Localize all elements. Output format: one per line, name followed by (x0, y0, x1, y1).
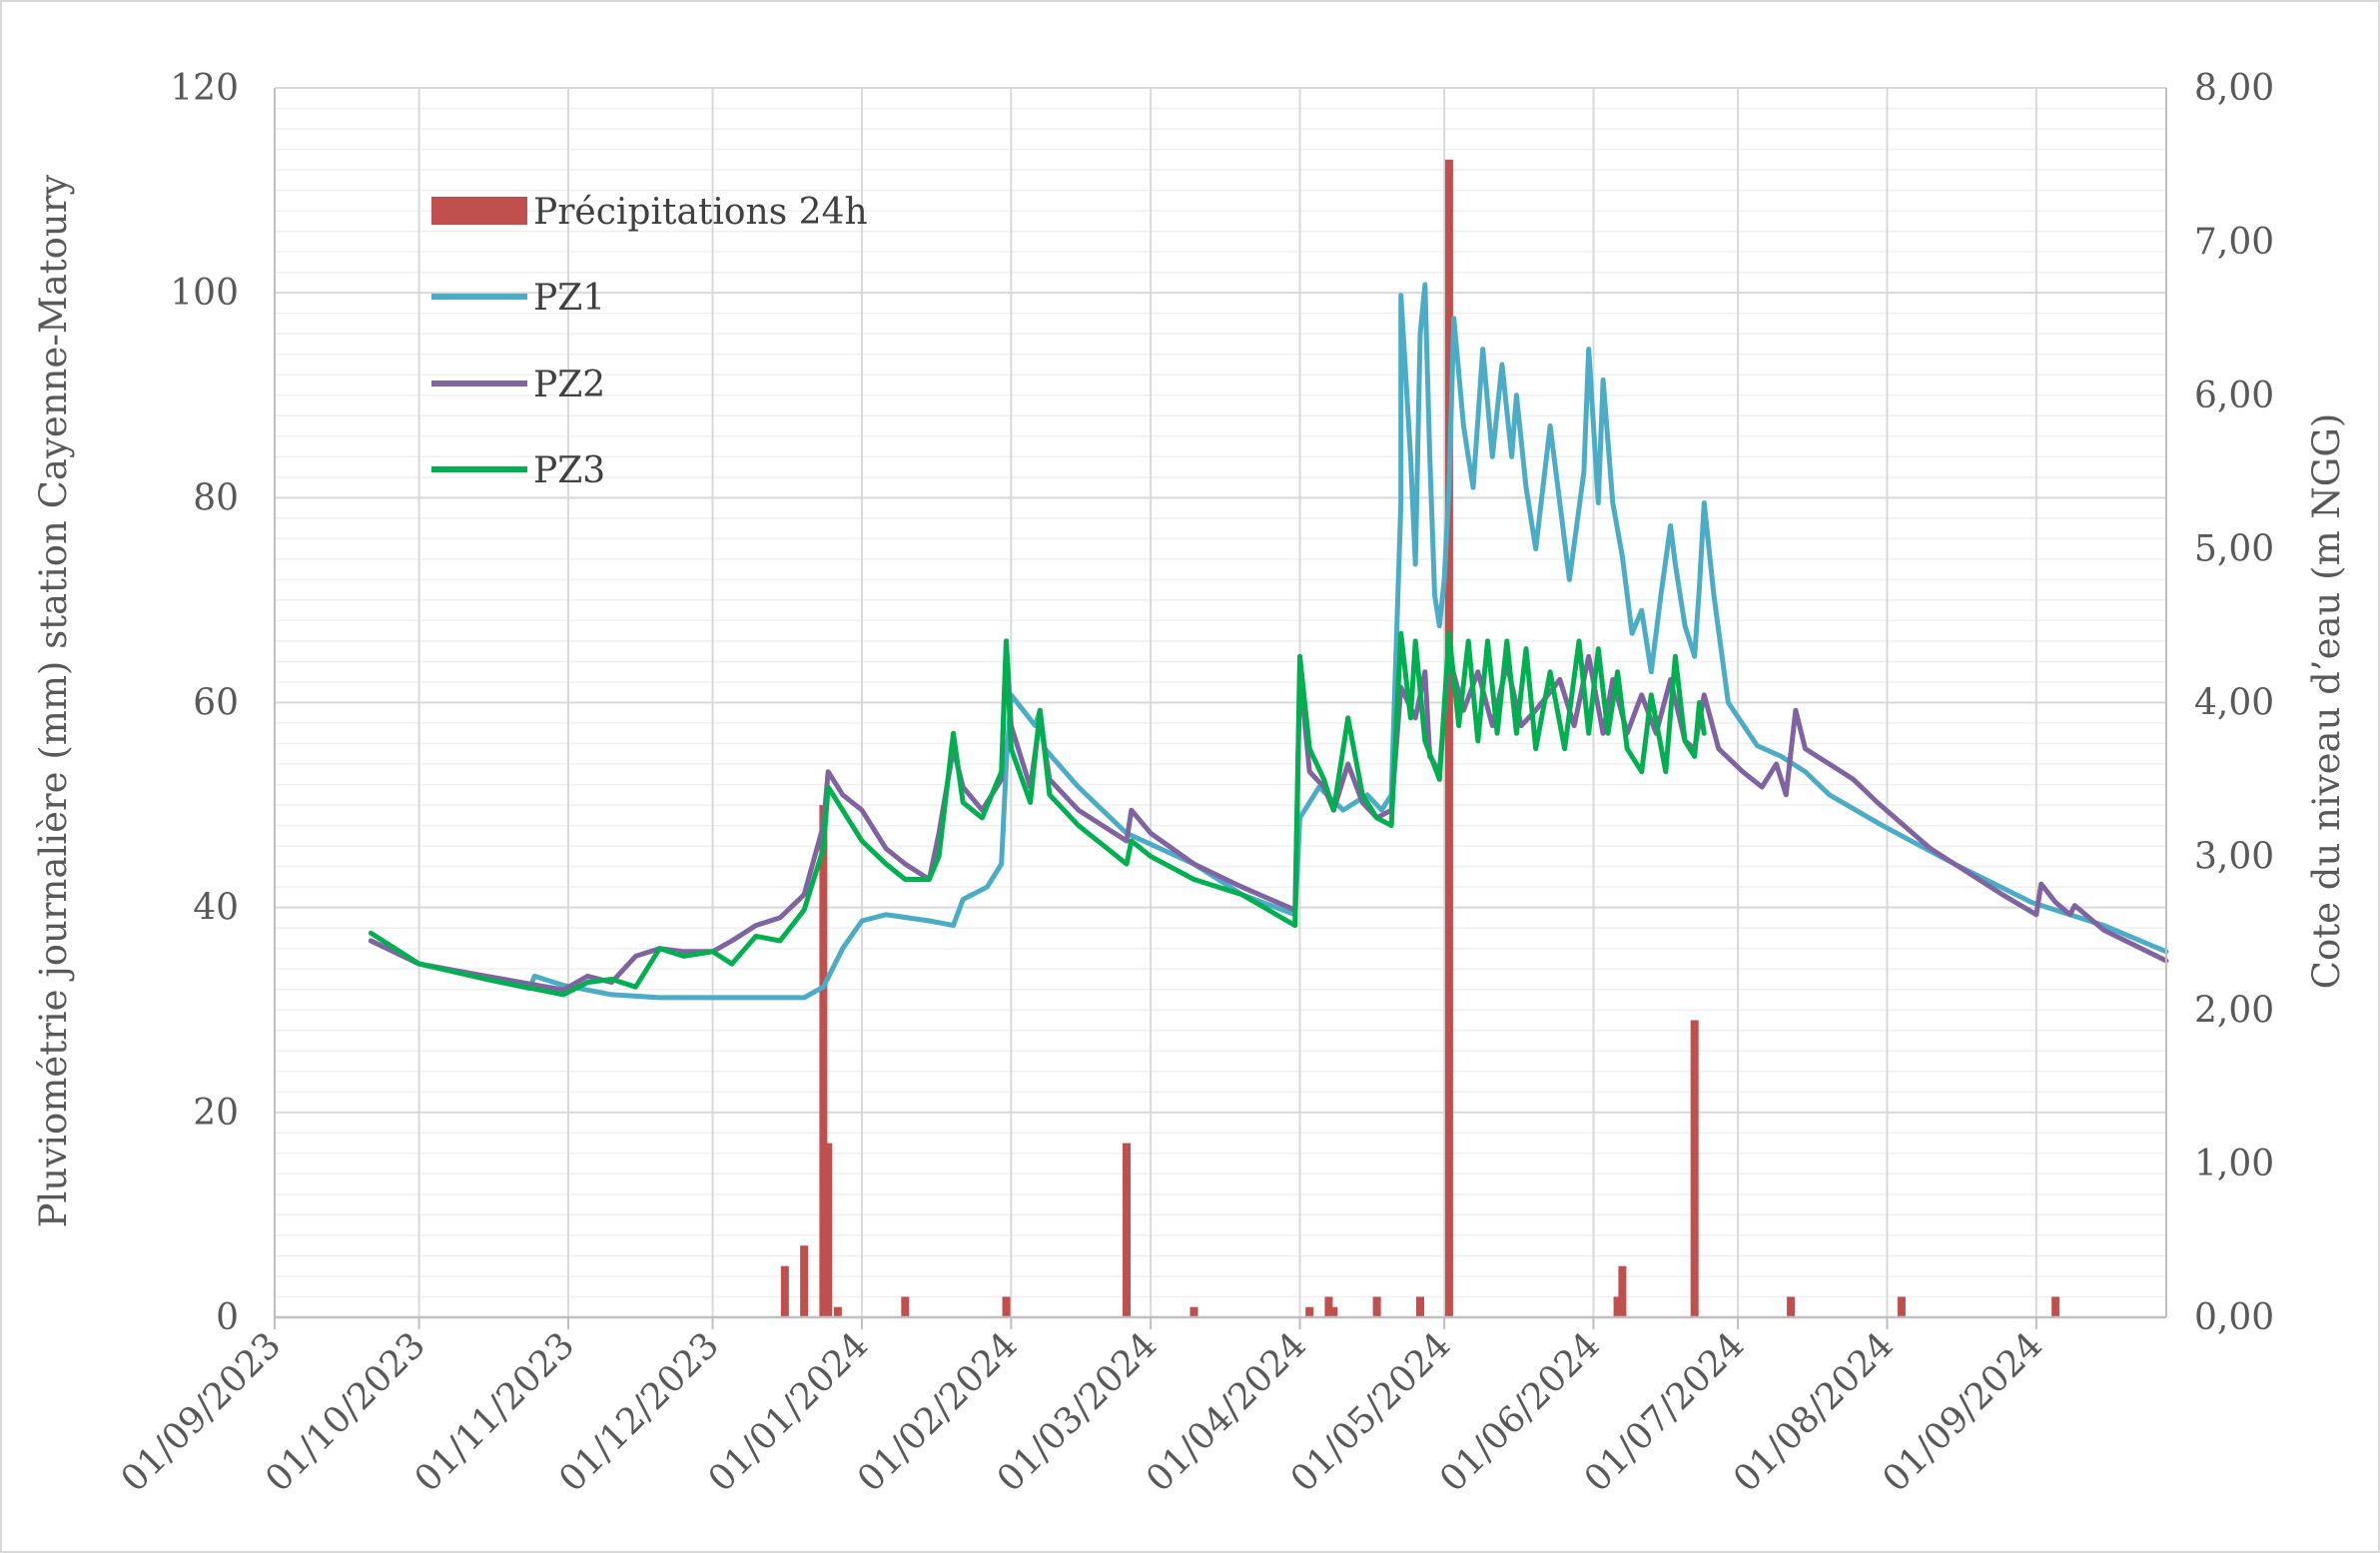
right-tick-label: 7,00 (2194, 222, 2274, 263)
series-line-pz3 (368, 630, 1707, 998)
x-axis-ticks: 01/09/202301/10/202301/11/202301/12/2023… (114, 1317, 2051, 1500)
precip-bar (800, 1245, 809, 1317)
series-line-pz2 (368, 638, 2169, 993)
left-tick-label: 100 (170, 273, 239, 314)
legend-swatch-precipitations (431, 197, 527, 225)
right-tick-label: 0,00 (2194, 1297, 2274, 1338)
right-tick-label: 4,00 (2194, 683, 2274, 724)
legend-label-precipitations: Précipitations 24h (533, 192, 868, 233)
precip-bar (1444, 159, 1453, 1317)
precip-bar (901, 1296, 910, 1317)
precip-bar (2051, 1296, 2060, 1317)
precip-bar (780, 1265, 789, 1317)
precip-bar (1372, 1296, 1381, 1317)
x-tick-label: 01/01/2024 (701, 1324, 877, 1500)
precip-bar (819, 805, 828, 1317)
precip-bar (1416, 1296, 1425, 1317)
precip-bar (1305, 1306, 1314, 1317)
precip-bar (1613, 1296, 1622, 1317)
legend: Précipitations 24h PZ1 PZ2 PZ3 (431, 192, 868, 491)
precip-bar (1190, 1306, 1198, 1317)
precip-bar (1123, 1143, 1132, 1317)
x-tick-label: 01/08/2024 (1726, 1324, 1902, 1500)
left-tick-label: 0 (216, 1297, 239, 1338)
precip-bar (1690, 1020, 1699, 1317)
precip-bar (1324, 1296, 1333, 1317)
left-tick-label: 120 (170, 68, 239, 109)
right-tick-label: 6,00 (2194, 376, 2274, 416)
precip-bar (833, 1306, 842, 1317)
right-tick-label: 5,00 (2194, 529, 2274, 570)
right-axis-ticks: 0,00 1,00 2,00 3,00 4,00 5,00 6,00 7,00 8,00 (2194, 68, 2274, 1338)
left-axis-ticks: 0 20 40 60 80 100 120 (170, 68, 239, 1338)
left-tick-label: 80 (193, 477, 239, 518)
precip-bar (824, 1143, 833, 1317)
left-tick-label: 40 (193, 888, 239, 929)
left-tick-label: 60 (193, 683, 239, 724)
legend-label-pz1: PZ1 (533, 278, 605, 319)
precip-bar (1787, 1296, 1796, 1317)
legend-label-pz3: PZ3 (533, 450, 605, 491)
right-tick-label: 3,00 (2194, 836, 2274, 877)
right-axis-title: Cote du niveau d’eau (m NGG) (2305, 413, 2348, 990)
right-tick-label: 1,00 (2194, 1144, 2274, 1184)
precip-bar (1618, 1265, 1627, 1317)
precip-bar (1329, 1306, 1338, 1317)
axes (274, 88, 2167, 1319)
precip-bar (1897, 1296, 1906, 1317)
right-tick-label: 2,00 (2194, 990, 2274, 1031)
precip-bar (1002, 1296, 1011, 1317)
right-tick-label: 8,00 (2194, 68, 2274, 109)
left-axis-title: Pluviométrie journalière (mm) station Ca… (32, 175, 75, 1228)
level-series-lines (368, 282, 2169, 1001)
precipitation-bars (780, 159, 2060, 1317)
legend-label-pz2: PZ2 (533, 365, 605, 405)
left-tick-label: 20 (193, 1093, 239, 1134)
series-line-pz1 (368, 282, 2169, 1001)
x-tick-label: 01/09/2024 (1876, 1324, 2051, 1500)
